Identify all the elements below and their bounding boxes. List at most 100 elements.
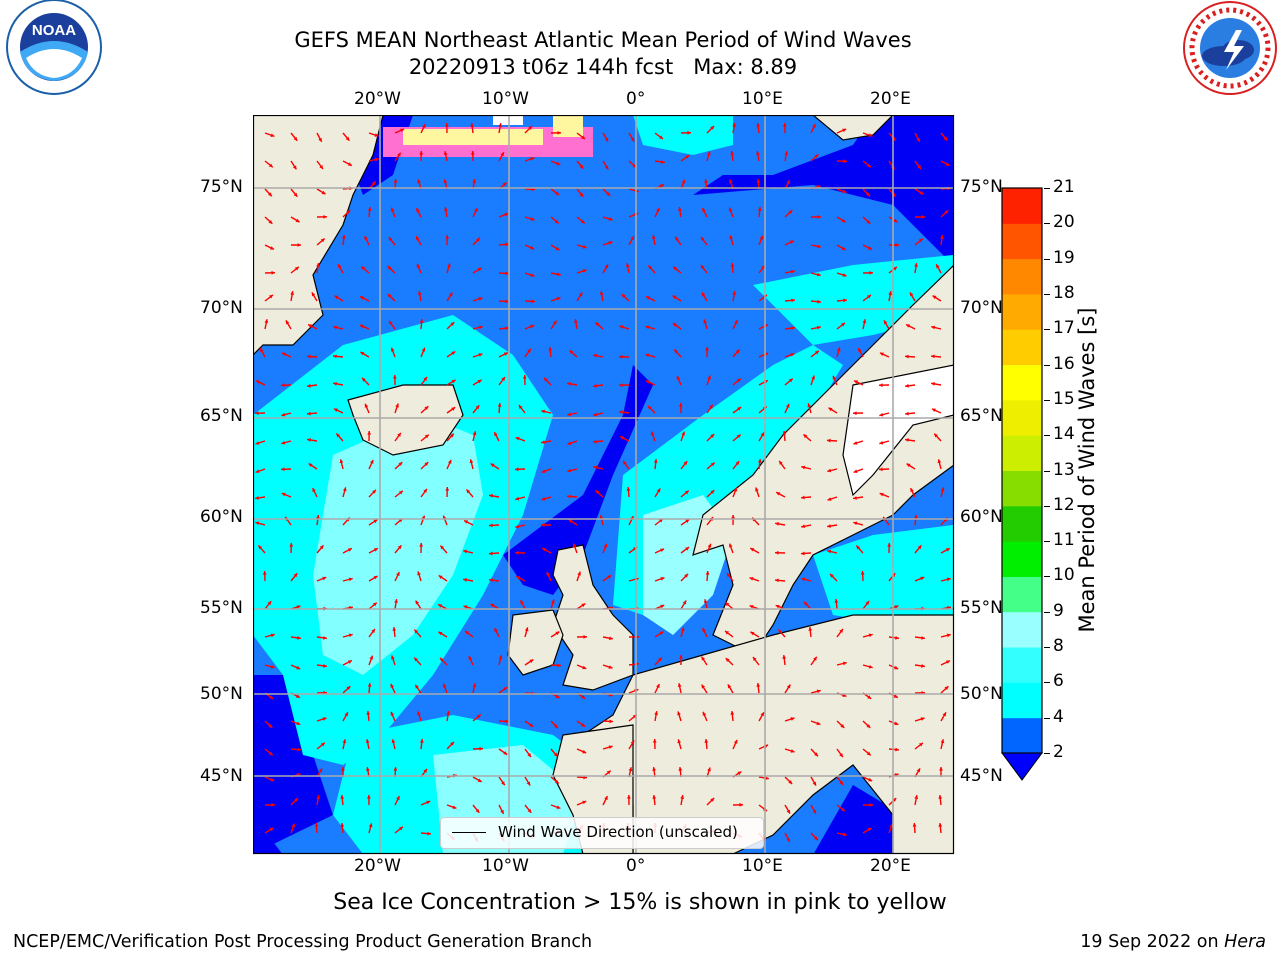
direction-arrow-head [853, 441, 858, 445]
direction-arrow-head [314, 823, 319, 827]
direction-arrow-head [293, 192, 298, 197]
direction-arrow-head [368, 823, 373, 828]
direction-arrow-head [725, 602, 730, 607]
direction-arrow-head [918, 742, 923, 747]
direction-arrow-head [463, 549, 468, 554]
direction-arrow-head [393, 179, 398, 183]
direction-arrow-head [879, 440, 884, 445]
colorbar-segment [1002, 258, 1042, 295]
direction-arrow-head [444, 123, 449, 127]
direction-arrow-head [414, 629, 419, 634]
direction-arrow-head [868, 777, 873, 782]
direction-arrow-head [541, 440, 545, 444]
colorbar-tick-mark [1044, 576, 1050, 578]
direction-arrow-head [567, 441, 572, 445]
direction-arrow-head [255, 521, 260, 526]
direction-arrow-head [269, 827, 274, 832]
direction-arrow-head [295, 694, 300, 698]
direction-arrow-head [541, 496, 546, 501]
direction-arrow-head [439, 657, 444, 662]
direction-arrow-head [333, 354, 337, 359]
direction-arrow-head [905, 354, 909, 359]
direction-arrow-head [416, 263, 421, 268]
direction-arrow-head [526, 781, 531, 786]
direction-arrow-head [939, 235, 944, 239]
direction-arrow-head [465, 630, 469, 635]
direction-arrow-head [342, 739, 347, 744]
direction-arrow-head [489, 551, 493, 556]
direction-arrow-head [367, 683, 372, 687]
direction-arrow-head [625, 263, 630, 268]
direction-arrow-head [515, 550, 519, 555]
direction-arrow-head [527, 808, 532, 813]
direction-arrow-head [522, 375, 527, 379]
direction-arrow-head [582, 749, 587, 754]
direction-arrow-head [604, 796, 608, 801]
direction-arrow-head [580, 219, 585, 224]
direction-arrow-head [389, 320, 393, 325]
direction-arrow-head [790, 240, 795, 244]
direction-arrow-head [424, 434, 429, 439]
direction-arrow-head [260, 348, 264, 353]
direction-arrow-head [369, 459, 374, 464]
direction-arrow-head [765, 776, 769, 781]
direction-arrow-head [842, 661, 847, 666]
direction-arrow-head [255, 469, 260, 473]
direction-arrow-head [931, 382, 935, 386]
direction-arrow-head [365, 739, 370, 744]
direction-arrow-head [879, 492, 884, 497]
direction-arrow-head [816, 272, 821, 277]
iceland [347, 384, 464, 456]
direction-arrow-head [652, 739, 657, 743]
direction-arrow-head [604, 264, 609, 269]
colorbar-tick-mark [1044, 470, 1050, 472]
direction-arrow-head [856, 545, 861, 550]
direction-arrow-head [333, 381, 337, 386]
direction-arrow-head [677, 711, 681, 716]
direction-arrow-head [887, 543, 892, 547]
direction-arrow-head [905, 438, 909, 442]
direction-arrow-head [340, 823, 345, 827]
direction-arrow-head [828, 407, 833, 412]
direction-arrow-head [866, 163, 871, 168]
direction-arrow-head [619, 410, 623, 415]
land-masses [253, 115, 954, 854]
direction-arrow-head [917, 165, 921, 170]
direction-arrow-head [478, 297, 483, 301]
direction-arrow-head [346, 210, 351, 214]
direction-arrow-head [490, 463, 495, 468]
direction-arrow-head [938, 823, 943, 827]
direction-arrow-head [255, 411, 259, 416]
direction-arrow-head [829, 573, 834, 578]
direction-arrow-head [323, 663, 327, 668]
direction-arrow-head [702, 711, 707, 716]
direction-arrow-head [756, 123, 761, 127]
direction-arrow-head [478, 325, 483, 330]
direction-arrow-head [682, 600, 687, 605]
direction-arrow-head [944, 686, 949, 691]
direction-arrow-head [579, 164, 584, 169]
direction-arrow-head [731, 515, 736, 519]
lat-label-right-45n: 45°N [960, 766, 1003, 786]
direction-arrow-head [307, 411, 311, 416]
direction-arrow-head [816, 244, 821, 249]
direction-arrow-head [582, 269, 587, 273]
direction-arrow-head [472, 431, 477, 436]
lon-label-top-10w: 10°W [482, 89, 529, 109]
direction-arrow-head [701, 656, 706, 661]
direction-arrow-head [255, 380, 260, 384]
direction-arrow-head [553, 752, 558, 757]
direction-arrow-head [816, 689, 821, 694]
lon-label-top-0: 0° [626, 89, 646, 109]
direction-arrow-head [321, 190, 326, 195]
direction-arrow-head [419, 543, 424, 547]
direction-arrow-head [542, 548, 547, 552]
direction-arrow-head [297, 747, 301, 752]
direction-arrow-head [501, 376, 505, 381]
direction-arrow-head [734, 320, 738, 325]
direction-arrow-head [422, 123, 426, 128]
direction-arrow-head [316, 795, 321, 799]
direction-arrow-head [479, 746, 483, 751]
colorbar-tick-label: 15 [1053, 388, 1075, 409]
footer-credit: NCEP/EMC/Verification Post Processing Pr… [13, 932, 593, 952]
